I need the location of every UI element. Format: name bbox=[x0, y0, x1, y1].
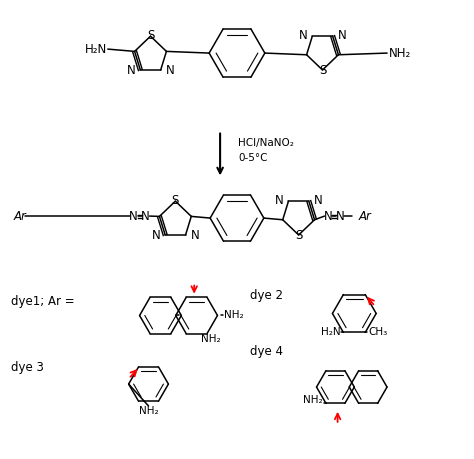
Text: S: S bbox=[295, 230, 302, 242]
Text: HCl/NaNO₂: HCl/NaNO₂ bbox=[238, 138, 294, 147]
Text: N: N bbox=[129, 210, 138, 223]
Text: NH₂: NH₂ bbox=[389, 46, 411, 60]
Text: N: N bbox=[314, 194, 322, 207]
Text: NH₂: NH₂ bbox=[225, 310, 244, 320]
Text: dye 4: dye 4 bbox=[250, 345, 283, 358]
Text: S: S bbox=[319, 64, 326, 78]
Text: dye 3: dye 3 bbox=[11, 361, 44, 374]
Text: H₂N: H₂N bbox=[321, 327, 340, 337]
Text: 0-5°C: 0-5°C bbox=[238, 153, 267, 163]
Text: N: N bbox=[141, 210, 150, 223]
Text: H₂N: H₂N bbox=[85, 43, 107, 56]
Text: N: N bbox=[152, 230, 160, 242]
Text: N: N bbox=[337, 28, 346, 42]
Text: Ar: Ar bbox=[358, 210, 371, 223]
Text: CH₃: CH₃ bbox=[368, 327, 387, 337]
Text: dye1; Ar =: dye1; Ar = bbox=[11, 295, 75, 308]
Text: N: N bbox=[275, 194, 283, 207]
Text: S: S bbox=[172, 194, 179, 207]
Text: Ar: Ar bbox=[13, 210, 26, 223]
Text: NH₂: NH₂ bbox=[303, 395, 323, 405]
Text: N: N bbox=[299, 28, 307, 42]
Text: NH₂: NH₂ bbox=[139, 406, 158, 416]
Text: N: N bbox=[165, 64, 174, 78]
Text: NH₂: NH₂ bbox=[201, 334, 220, 344]
Text: N: N bbox=[324, 210, 333, 223]
Text: N: N bbox=[336, 210, 345, 223]
Text: S: S bbox=[147, 28, 154, 42]
Text: dye 2: dye 2 bbox=[250, 289, 283, 302]
Text: N: N bbox=[127, 64, 136, 78]
Text: N: N bbox=[191, 230, 199, 242]
